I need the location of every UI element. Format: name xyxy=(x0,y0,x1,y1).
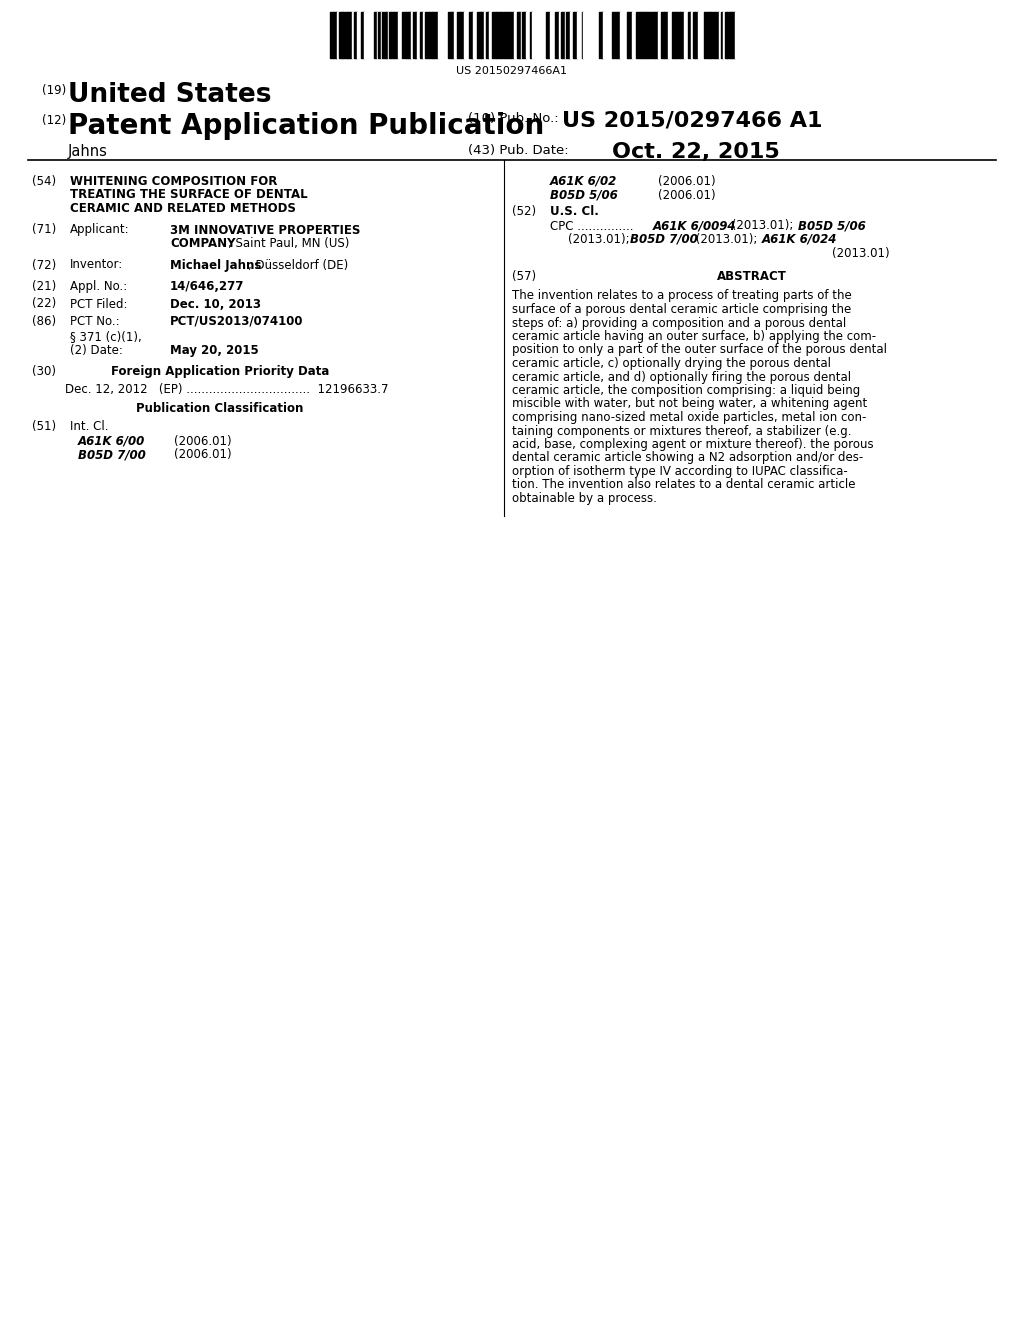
Text: , Düsseldorf (DE): , Düsseldorf (DE) xyxy=(248,259,348,272)
Text: ABSTRACT: ABSTRACT xyxy=(717,271,786,282)
Text: (52): (52) xyxy=(512,205,537,218)
Text: Oct. 22, 2015: Oct. 22, 2015 xyxy=(612,143,779,162)
Text: Inventor:: Inventor: xyxy=(70,259,123,272)
Text: (12): (12) xyxy=(42,114,67,127)
Text: 3M INNOVATIVE PROPERTIES: 3M INNOVATIVE PROPERTIES xyxy=(170,223,360,236)
Text: May 20, 2015: May 20, 2015 xyxy=(170,345,259,356)
Text: ceramic article, the composition comprising: a liquid being: ceramic article, the composition compris… xyxy=(512,384,860,397)
Text: US 20150297466A1: US 20150297466A1 xyxy=(457,66,567,77)
Text: The invention relates to a process of treating parts of the: The invention relates to a process of tr… xyxy=(512,289,852,302)
Text: (51): (51) xyxy=(32,420,56,433)
Text: (2013.01);: (2013.01); xyxy=(728,219,797,232)
Text: A61K 6/00: A61K 6/00 xyxy=(78,434,145,447)
Text: (30): (30) xyxy=(32,366,56,379)
Text: CPC ...............: CPC ............... xyxy=(550,219,637,232)
Text: taining components or mixtures thereof, a stabilizer (e.g.: taining components or mixtures thereof, … xyxy=(512,425,852,437)
Text: (22): (22) xyxy=(32,297,56,310)
Text: B05D 7/00: B05D 7/00 xyxy=(630,234,697,246)
Text: (2013.01);: (2013.01); xyxy=(568,234,634,246)
Text: PCT/US2013/074100: PCT/US2013/074100 xyxy=(170,315,303,327)
Text: (10) Pub. No.:: (10) Pub. No.: xyxy=(468,112,563,125)
Text: (2006.01): (2006.01) xyxy=(174,434,231,447)
Text: (57): (57) xyxy=(512,271,537,282)
Text: Foreign Application Priority Data: Foreign Application Priority Data xyxy=(111,366,329,379)
Text: A61K 6/02: A61K 6/02 xyxy=(550,176,617,187)
Text: COMPANY: COMPANY xyxy=(170,238,236,249)
Text: (2) Date:: (2) Date: xyxy=(70,345,123,356)
Text: Dec. 10, 2013: Dec. 10, 2013 xyxy=(170,297,261,310)
Text: surface of a porous dental ceramic article comprising the: surface of a porous dental ceramic artic… xyxy=(512,304,851,315)
Text: (2006.01): (2006.01) xyxy=(658,189,716,202)
Text: Publication Classification: Publication Classification xyxy=(136,403,304,416)
Text: (43) Pub. Date:: (43) Pub. Date: xyxy=(468,144,568,157)
Text: PCT Filed:: PCT Filed: xyxy=(70,297,128,310)
Text: (2013.01);: (2013.01); xyxy=(692,234,761,246)
Text: (86): (86) xyxy=(32,315,56,327)
Text: Dec. 12, 2012   (EP) .................................  12196633.7: Dec. 12, 2012 (EP) .....................… xyxy=(65,383,388,396)
Text: A61K 6/024: A61K 6/024 xyxy=(762,234,838,246)
Text: Appl. No.:: Appl. No.: xyxy=(70,280,127,293)
Text: tion. The invention also relates to a dental ceramic article: tion. The invention also relates to a de… xyxy=(512,479,855,491)
Text: Michael Jahns: Michael Jahns xyxy=(170,259,261,272)
Text: orption of isotherm type IV according to IUPAC classifica-: orption of isotherm type IV according to… xyxy=(512,465,848,478)
Text: 14/646,277: 14/646,277 xyxy=(170,280,245,293)
Text: B05D 7/00: B05D 7/00 xyxy=(78,447,145,461)
Text: ceramic article, and d) optionally firing the porous dental: ceramic article, and d) optionally firin… xyxy=(512,371,851,384)
Text: WHITENING COMPOSITION FOR: WHITENING COMPOSITION FOR xyxy=(70,176,278,187)
Text: position to only a part of the outer surface of the porous dental: position to only a part of the outer sur… xyxy=(512,343,887,356)
Text: TREATING THE SURFACE OF DENTAL: TREATING THE SURFACE OF DENTAL xyxy=(70,189,307,202)
Text: (2006.01): (2006.01) xyxy=(174,447,231,461)
Text: (19): (19) xyxy=(42,84,67,96)
Text: (21): (21) xyxy=(32,280,56,293)
Text: , Saint Paul, MN (US): , Saint Paul, MN (US) xyxy=(228,238,349,249)
Text: B05D 5/06: B05D 5/06 xyxy=(798,219,865,232)
Text: Applicant:: Applicant: xyxy=(70,223,130,236)
Text: PCT No.:: PCT No.: xyxy=(70,315,120,327)
Text: CERAMIC AND RELATED METHODS: CERAMIC AND RELATED METHODS xyxy=(70,202,296,215)
Text: § 371 (c)(1),: § 371 (c)(1), xyxy=(70,330,141,343)
Text: (72): (72) xyxy=(32,259,56,272)
Text: United States: United States xyxy=(68,82,271,108)
Text: Patent Application Publication: Patent Application Publication xyxy=(68,112,544,140)
Text: B05D 5/06: B05D 5/06 xyxy=(550,189,617,202)
Text: miscible with water, but not being water, a whitening agent: miscible with water, but not being water… xyxy=(512,397,867,411)
Text: (2006.01): (2006.01) xyxy=(658,176,716,187)
Text: ceramic article having an outer surface, b) applying the com-: ceramic article having an outer surface,… xyxy=(512,330,877,343)
Text: acid, base, complexing agent or mixture thereof). the porous: acid, base, complexing agent or mixture … xyxy=(512,438,873,451)
Text: obtainable by a process.: obtainable by a process. xyxy=(512,492,656,506)
Text: steps of: a) providing a composition and a porous dental: steps of: a) providing a composition and… xyxy=(512,317,846,330)
Text: Int. Cl.: Int. Cl. xyxy=(70,420,109,433)
Text: Jahns: Jahns xyxy=(68,144,108,158)
Text: U.S. Cl.: U.S. Cl. xyxy=(550,205,599,218)
Text: A61K 6/0094: A61K 6/0094 xyxy=(653,219,736,232)
Text: (2013.01): (2013.01) xyxy=(831,247,890,260)
Text: (71): (71) xyxy=(32,223,56,236)
Text: comprising nano-sized metal oxide particles, metal ion con-: comprising nano-sized metal oxide partic… xyxy=(512,411,866,424)
Text: dental ceramic article showing a N2 adsorption and/or des-: dental ceramic article showing a N2 adso… xyxy=(512,451,863,465)
Text: US 2015/0297466 A1: US 2015/0297466 A1 xyxy=(562,110,822,129)
Text: (54): (54) xyxy=(32,176,56,187)
Text: ceramic article, c) optionally drying the porous dental: ceramic article, c) optionally drying th… xyxy=(512,356,831,370)
